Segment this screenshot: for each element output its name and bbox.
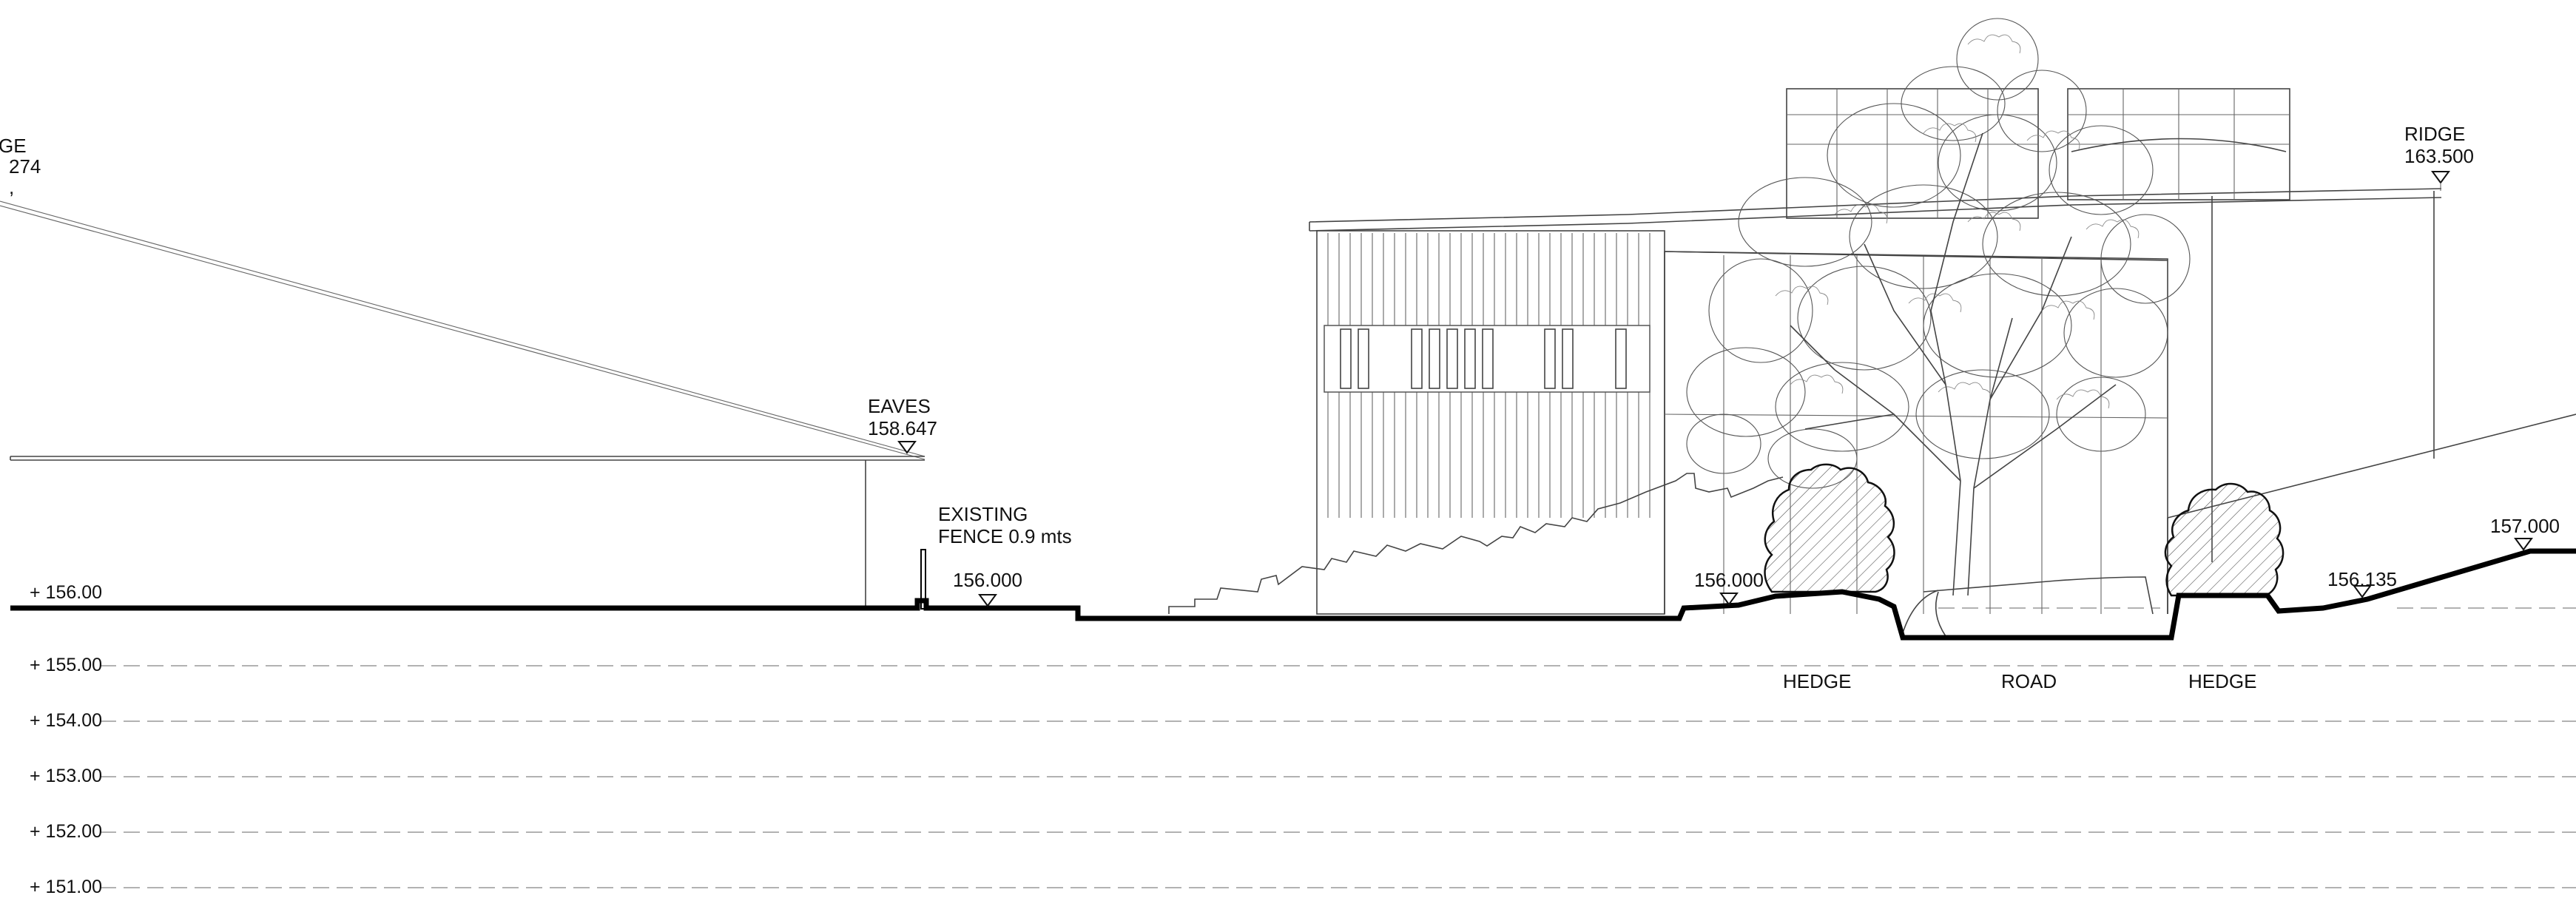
eaves-level-marker xyxy=(897,441,917,454)
ridge-level-marker xyxy=(2431,171,2450,184)
spot-level-1: 156.000 xyxy=(953,569,1022,591)
datum-label-154: + 154.00 xyxy=(30,710,102,731)
datum-label-152: + 152.00 xyxy=(30,821,102,842)
fence-label-line2: FENCE 0.9 mts xyxy=(938,525,1072,547)
ridge-left-tick: , xyxy=(9,176,14,198)
level-markers xyxy=(897,171,2533,607)
road-label: ROAD xyxy=(2001,670,2057,692)
window-band-openings xyxy=(1340,328,1627,389)
spot-level-4: 157.000 xyxy=(2490,515,2560,537)
datum-label-153: + 153.00 xyxy=(30,766,102,786)
hedge-right-shape xyxy=(2164,482,2285,597)
tree xyxy=(1686,18,2191,596)
ground-line xyxy=(10,548,2576,641)
right-glazed-facade xyxy=(1664,251,2168,614)
datum-label-155: + 155.00 xyxy=(30,655,102,675)
road xyxy=(1901,590,1939,638)
datum-lines xyxy=(100,607,2576,888)
left-neighbour-building xyxy=(0,200,925,607)
datum-label-156: + 156.00 xyxy=(30,582,102,603)
eaves-level: 158.647 xyxy=(868,417,937,439)
ridge-right-level: 163.500 xyxy=(2404,145,2474,167)
annotations: GE 274 , EAVES 158.647 EXISTING FENCE 0.… xyxy=(0,123,2560,692)
existing-fence xyxy=(920,549,926,610)
datum-labels: + 156.00 + 155.00 + 154.00 + 153.00 + 15… xyxy=(30,582,102,897)
ridge-left-level: 274 xyxy=(9,155,41,178)
hedge-right-label: HEDGE xyxy=(2188,670,2256,692)
spot-level-marker-3 xyxy=(2353,585,2372,598)
spot-level-2: 156.000 xyxy=(1694,569,1764,591)
hedge-left-shape xyxy=(1764,463,1895,593)
spot-level-marker-2 xyxy=(1719,593,1739,606)
shrub-outline xyxy=(1168,473,2154,637)
spot-level-marker-1 xyxy=(978,594,997,607)
ridge-left-label: GE xyxy=(0,135,27,157)
eaves-label: EAVES xyxy=(868,395,931,417)
spot-level-marker-4 xyxy=(2514,538,2533,551)
hedge-left-label: HEDGE xyxy=(1783,670,1851,692)
main-building xyxy=(1309,88,2576,615)
ridge-right-label: RIDGE xyxy=(2404,123,2465,145)
spot-level-3: 156.135 xyxy=(2327,568,2397,590)
datum-label-151: + 151.00 xyxy=(30,877,102,897)
fence-label-line1: EXISTING xyxy=(938,503,1028,525)
